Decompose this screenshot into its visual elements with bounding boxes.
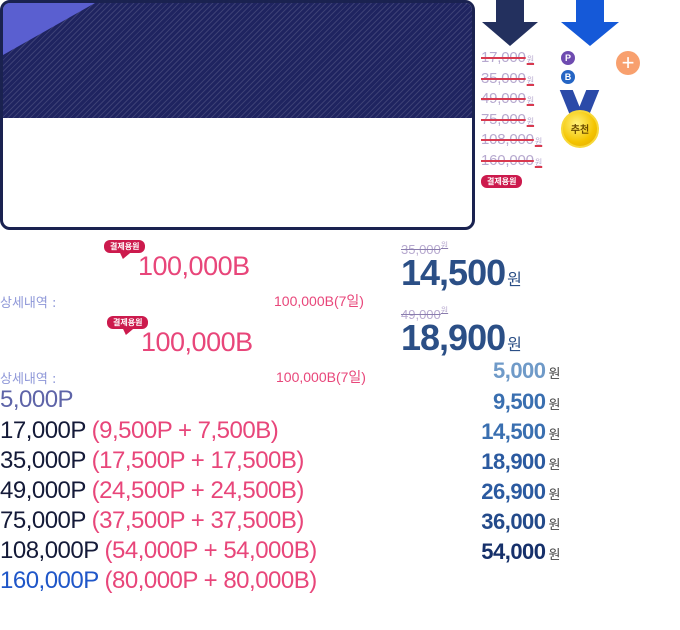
medal-label: 추천 [570,125,590,136]
bonus-badge-icon: B [561,70,575,84]
original-price-item: 17,000원 [481,49,535,66]
original-price-item: 108,000원 [481,131,543,148]
price-row: 26,900 원 [481,479,560,504]
offer-detail-label: 상세내역 : [0,296,57,311]
offer-pill: 결제용원 [107,316,149,329]
offer-sale-price: 14,500 원 [401,252,522,293]
original-price-item: 75,000원 [481,110,535,128]
offer-original-price: 35,000원 [401,241,449,257]
points-row: 160,000P (80,000P + 80,000B) [0,567,317,594]
price-row: 36,000 원 [481,509,560,534]
price-row: 18,900 원 [481,449,560,474]
offer-bonus-amount: 100,000B [141,327,253,357]
points-row: 35,000P (17,500P + 17,500B) [0,447,304,474]
points-row: 108,000P (54,000P + 54,000B) [0,537,317,564]
price-row: 54,000 원 [481,539,560,564]
price-row: 14,500 원 [481,419,560,444]
offer-detail-value: 100,000B(7일) [276,369,366,385]
price-row: 9,500 원 [492,389,561,414]
hero-card [0,0,475,230]
payment-pill: 결제용원 [481,175,523,188]
offer-bonus-amount: 100,000B [138,251,250,281]
plus-button[interactable]: + [616,51,640,75]
down-arrow-navy-icon [482,0,538,46]
offer-pill: 결제용원 [104,240,146,253]
offer-original-price: 49,000원 [401,306,449,322]
offer-sale-price: 18,900 원 [401,317,522,358]
original-price-item: 35,000원 [481,69,535,87]
original-price-item: 49,000원 [481,90,535,107]
points-row: 75,000P (37,500P + 37,500B) [0,507,304,534]
point-badge-icon: P [561,51,575,65]
original-price-list: 17,000원 35,000원 49,000원 75,000원 108,000원… [481,48,561,171]
recommend-medal-icon: 추천 [559,90,600,152]
points-row: 5,000P [0,386,74,413]
original-price-item: 160,000원 [481,151,543,169]
hero-corner-accent [3,3,95,55]
points-row: 49,000P (24,500P + 24,500B) [0,477,304,504]
down-arrow-blue-icon [561,0,619,46]
offer-detail-value: 100,000B(7일) [274,293,364,309]
offer-detail-label: 상세내역 : [0,372,57,387]
price-row: 5,000 원 [492,358,561,383]
points-row: 17,000P (9,500P + 7,500B) [0,417,279,444]
